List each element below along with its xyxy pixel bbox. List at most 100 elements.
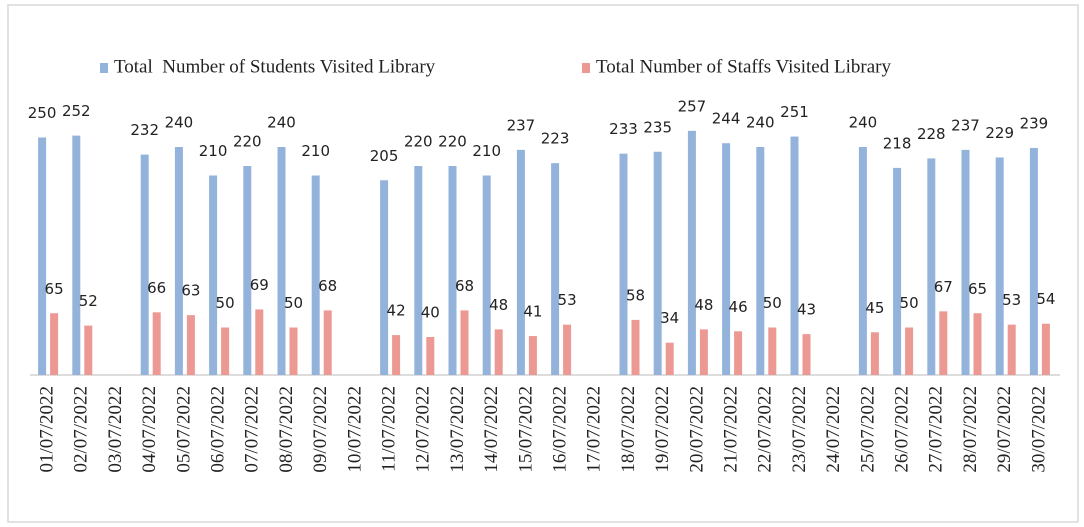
data-label: 40 xyxy=(421,304,440,322)
data-label: 210 xyxy=(199,142,228,160)
data-label: 65 xyxy=(968,280,987,298)
bar xyxy=(50,313,59,375)
data-label: 257 xyxy=(678,97,707,115)
data-label: 53 xyxy=(558,291,577,309)
bar xyxy=(802,334,811,375)
data-label: 46 xyxy=(729,298,748,316)
bar xyxy=(653,151,662,375)
bar xyxy=(870,332,879,375)
data-label: 235 xyxy=(643,118,672,136)
bar xyxy=(426,337,435,375)
x-tick-label: 26/07/2022 xyxy=(891,386,912,473)
data-label: 252 xyxy=(62,102,91,120)
x-tick-label: 15/07/2022 xyxy=(515,386,536,473)
bar xyxy=(392,335,401,375)
bar xyxy=(277,147,286,375)
data-label: 63 xyxy=(181,282,200,300)
data-label: 48 xyxy=(489,296,508,314)
data-label: 210 xyxy=(472,142,501,160)
bar xyxy=(973,313,982,375)
x-tick-label: 08/07/2022 xyxy=(276,386,297,473)
data-label: 42 xyxy=(387,302,406,320)
bar xyxy=(516,149,525,375)
data-label: 240 xyxy=(849,114,878,132)
bar xyxy=(494,329,503,375)
x-tick-label: 13/07/2022 xyxy=(447,386,468,473)
x-tick-label: 21/07/2022 xyxy=(720,386,741,473)
data-label: 239 xyxy=(1020,114,1049,132)
data-label: 69 xyxy=(250,276,269,294)
data-label: 233 xyxy=(609,120,638,138)
data-label: 237 xyxy=(951,116,980,134)
x-tick-label: 22/07/2022 xyxy=(755,386,776,473)
x-tick-label: 17/07/2022 xyxy=(584,386,605,473)
x-tick-label: 04/07/2022 xyxy=(139,386,160,473)
data-label: 220 xyxy=(233,133,262,151)
bar xyxy=(995,157,1004,375)
data-label: 210 xyxy=(301,142,330,160)
x-tick-label: 14/07/2022 xyxy=(481,386,502,473)
bar xyxy=(221,327,230,375)
x-tick-label: 16/07/2022 xyxy=(549,386,570,473)
legend-label: Total Number of Students Visited Library xyxy=(114,56,436,77)
data-label: 50 xyxy=(900,294,919,312)
data-label: 53 xyxy=(1002,291,1021,309)
bar xyxy=(699,329,708,375)
bar xyxy=(961,149,970,375)
data-label: 218 xyxy=(883,134,912,152)
bar xyxy=(858,147,867,375)
bar xyxy=(84,325,93,375)
data-label: 65 xyxy=(45,280,64,298)
bar xyxy=(756,147,765,375)
bar xyxy=(482,175,491,375)
bar xyxy=(448,166,457,375)
x-tick-label: 24/07/2022 xyxy=(823,386,844,473)
bar xyxy=(1029,147,1038,375)
legend-swatch xyxy=(100,63,108,73)
data-label: 240 xyxy=(746,114,775,132)
bar xyxy=(311,175,320,375)
bar xyxy=(38,137,47,375)
x-tick-label: 29/07/2022 xyxy=(994,386,1015,473)
bar xyxy=(72,135,81,375)
x-tick-label: 28/07/2022 xyxy=(960,386,981,473)
legend-label: Total Number of Staffs Visited Library xyxy=(596,56,891,77)
data-label: 58 xyxy=(626,286,645,304)
data-label: 232 xyxy=(130,121,159,139)
bar xyxy=(619,153,628,375)
data-label: 41 xyxy=(523,303,542,321)
bar xyxy=(323,310,332,375)
data-label: 228 xyxy=(917,125,946,143)
data-label: 48 xyxy=(694,296,713,314)
data-label: 244 xyxy=(712,110,741,128)
data-label: 54 xyxy=(1036,290,1055,308)
bar xyxy=(460,310,469,375)
data-label: 237 xyxy=(507,116,536,134)
x-tick-label: 30/07/2022 xyxy=(1028,386,1049,473)
bar xyxy=(1007,324,1016,375)
x-tick-label: 03/07/2022 xyxy=(105,386,126,473)
data-label: 50 xyxy=(216,294,235,312)
bar xyxy=(563,324,572,375)
x-tick-label: 05/07/2022 xyxy=(173,386,194,473)
x-tick-label: 12/07/2022 xyxy=(413,386,434,473)
data-label: 240 xyxy=(165,114,194,132)
bar xyxy=(414,166,423,375)
data-label: 68 xyxy=(455,277,474,295)
data-label: 220 xyxy=(404,133,433,151)
data-label: 43 xyxy=(797,301,816,319)
data-label: 229 xyxy=(985,124,1014,142)
x-tick-label: 09/07/2022 xyxy=(310,386,331,473)
bar xyxy=(939,311,948,375)
bar xyxy=(528,336,537,375)
bar xyxy=(209,175,218,375)
data-label: 250 xyxy=(28,104,57,122)
chart-frame xyxy=(7,4,1079,523)
bar xyxy=(790,136,799,375)
bar xyxy=(893,167,902,375)
bar xyxy=(152,312,161,375)
bar xyxy=(186,315,195,375)
data-label: 68 xyxy=(318,277,337,295)
bar xyxy=(687,130,696,375)
